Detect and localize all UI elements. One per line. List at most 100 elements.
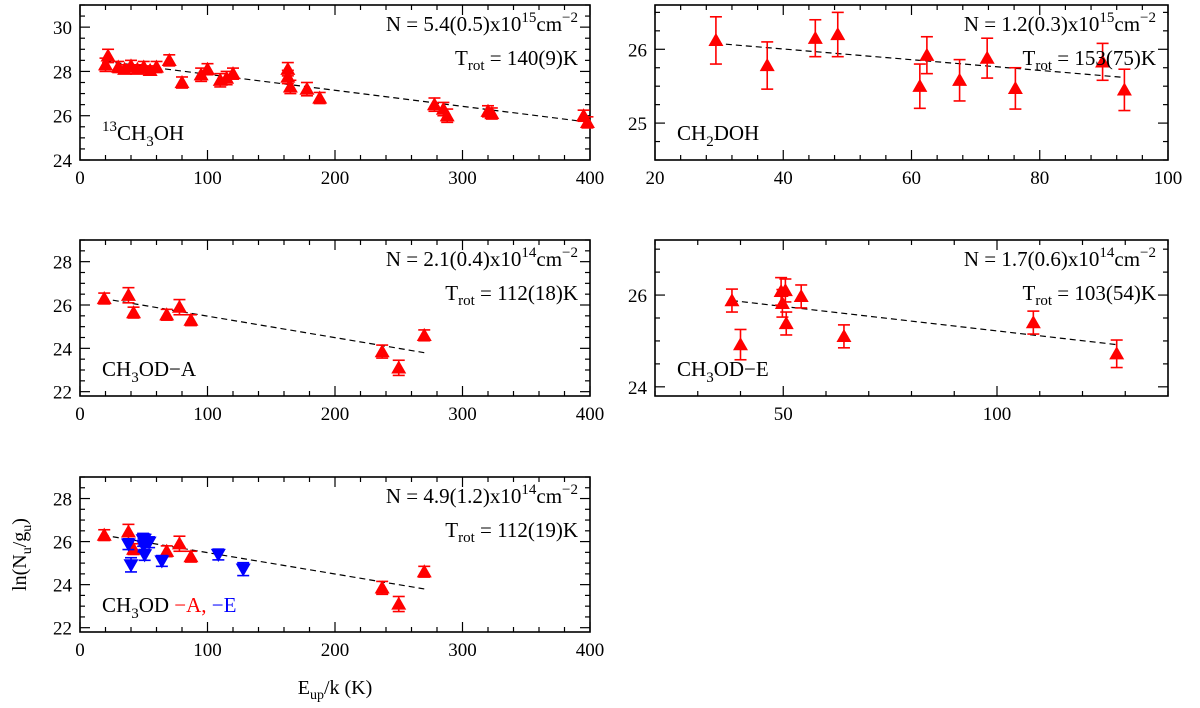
molecule-label-part: CH: [677, 121, 706, 145]
x-tick-label: 100: [193, 404, 222, 425]
triangle-marker: [137, 549, 153, 563]
fit-line: [102, 297, 425, 354]
data-point: [416, 327, 432, 342]
data-point: [161, 52, 177, 67]
triangle-marker: [282, 79, 298, 93]
column-density-label: N = 4.9(1.2)x1014cm−2: [386, 482, 578, 508]
triangle-marker: [126, 305, 142, 319]
y-tick-label: 24: [53, 339, 73, 360]
molecule-label-part: 13: [102, 119, 117, 135]
molecule-label-part: 3: [131, 370, 139, 386]
data-point: [96, 291, 112, 305]
data-point: [391, 595, 407, 613]
triangle-marker: [96, 527, 112, 541]
triangle-marker: [171, 536, 187, 550]
y-tick-label: 24: [53, 576, 73, 597]
y-tick-label: 25: [628, 114, 647, 135]
data-point: [299, 81, 315, 97]
molecule-label: CH3OD −A, −E: [102, 593, 236, 622]
molecule-label-part: CH: [677, 357, 706, 381]
panel-ch3od-combined: 0 100 200 300 400 22 24 26 28 N = 4.9(1.2)x1014cm…: [9, 476, 604, 703]
data-point: [120, 537, 136, 552]
column-density-unit: cm: [1114, 247, 1140, 271]
molecule-label-part: OD: [139, 593, 169, 617]
triangle-marker: [120, 287, 136, 301]
triangle-marker: [724, 293, 740, 307]
data-point: [1109, 339, 1125, 369]
data-point: [120, 286, 136, 304]
column-density-unit: cm: [1114, 12, 1140, 36]
column-density-unit-exponent: −2: [562, 10, 578, 26]
column-density-value: N = 2.1(0.4)x10: [386, 247, 522, 271]
column-density-exponent: 14: [521, 482, 537, 498]
molecule-label-part: OD−E: [714, 357, 769, 381]
y-tick-label: 28: [53, 253, 72, 274]
rotation-temperature-label: Trot = 112(18)K: [445, 281, 578, 309]
molecule-label-part: OH: [154, 121, 184, 145]
data-point: [96, 527, 112, 542]
x-tick-label: 300: [448, 640, 477, 661]
data-point: [1095, 42, 1111, 82]
legend-e-label: −E: [207, 593, 237, 617]
column-density-label: N = 1.2(0.3)x1015cm−2: [964, 10, 1156, 36]
data-point: [210, 548, 226, 562]
y-axis-title-main: ln(N: [9, 554, 31, 591]
x-tick-label: 100: [983, 404, 1012, 425]
y-axis-title-mid: /g: [9, 532, 31, 548]
data-point: [579, 114, 595, 129]
y-tick-label: 24: [628, 378, 648, 399]
trot-subscript: rot: [1035, 58, 1052, 74]
molecule-label-part: DOH: [714, 121, 760, 145]
triangle-marker: [96, 291, 112, 305]
rotation-temperature-label: Trot = 103(54)K: [1023, 281, 1157, 309]
triangle-marker: [1116, 82, 1132, 96]
trot-subscript: rot: [458, 530, 475, 546]
data-point: [219, 70, 235, 86]
triangle-marker: [200, 61, 215, 75]
triangle-marker: [159, 543, 175, 557]
data-point: [1116, 68, 1132, 112]
panel-ch3od-e: 50 100 24 26 N = 1.7(0.6)x1014cm−2 Trot = 103…: [628, 239, 1169, 425]
triangle-marker: [836, 328, 852, 342]
data-point: [282, 79, 298, 95]
triangle-marker: [120, 538, 136, 552]
y-axis-title: ln(Nu/gu): [9, 518, 35, 591]
x-tick-label: 200: [321, 640, 350, 661]
triangle-marker: [1025, 315, 1041, 329]
y-axis-title-sub: u: [20, 525, 35, 532]
x-axis-title-rest: /k (K): [324, 677, 372, 699]
triangle-marker: [149, 59, 164, 73]
fit-line: [715, 42, 1124, 78]
data-point: [836, 324, 852, 349]
triangle-marker: [299, 81, 315, 95]
triangle-marker: [1109, 346, 1125, 360]
y-tick-label: 22: [53, 619, 72, 640]
x-tick-label: 50: [774, 404, 793, 425]
molecule-label-part: CH: [102, 593, 131, 617]
trot-subscript: rot: [458, 293, 475, 309]
data-point: [759, 41, 775, 90]
x-tick-label: 80: [1030, 168, 1049, 189]
data-point: [100, 48, 116, 64]
molecule-label: CH3OD−E: [677, 357, 769, 386]
trot-symbol: T: [455, 46, 468, 70]
triangle-marker: [280, 69, 296, 83]
molecule-label-part: CH: [117, 121, 146, 145]
triangle-marker: [830, 27, 846, 41]
x-tick-label: 100: [1154, 168, 1183, 189]
column-density-unit: cm: [536, 247, 562, 271]
x-tick-label: 400: [576, 168, 605, 189]
data-point: [159, 307, 175, 321]
column-density-value: N = 1.7(0.6)x10: [964, 247, 1100, 271]
y-tick-label: 26: [53, 296, 72, 317]
data-point: [416, 564, 432, 578]
data-point: [154, 554, 170, 569]
triangle-marker: [579, 114, 595, 128]
data-point: [374, 344, 390, 359]
triangle-marker: [484, 106, 500, 120]
data-point: [126, 305, 142, 319]
data-point: [807, 18, 823, 58]
x-tick-label: 40: [774, 168, 793, 189]
triangle-marker: [391, 360, 407, 374]
data-point: [778, 311, 794, 336]
